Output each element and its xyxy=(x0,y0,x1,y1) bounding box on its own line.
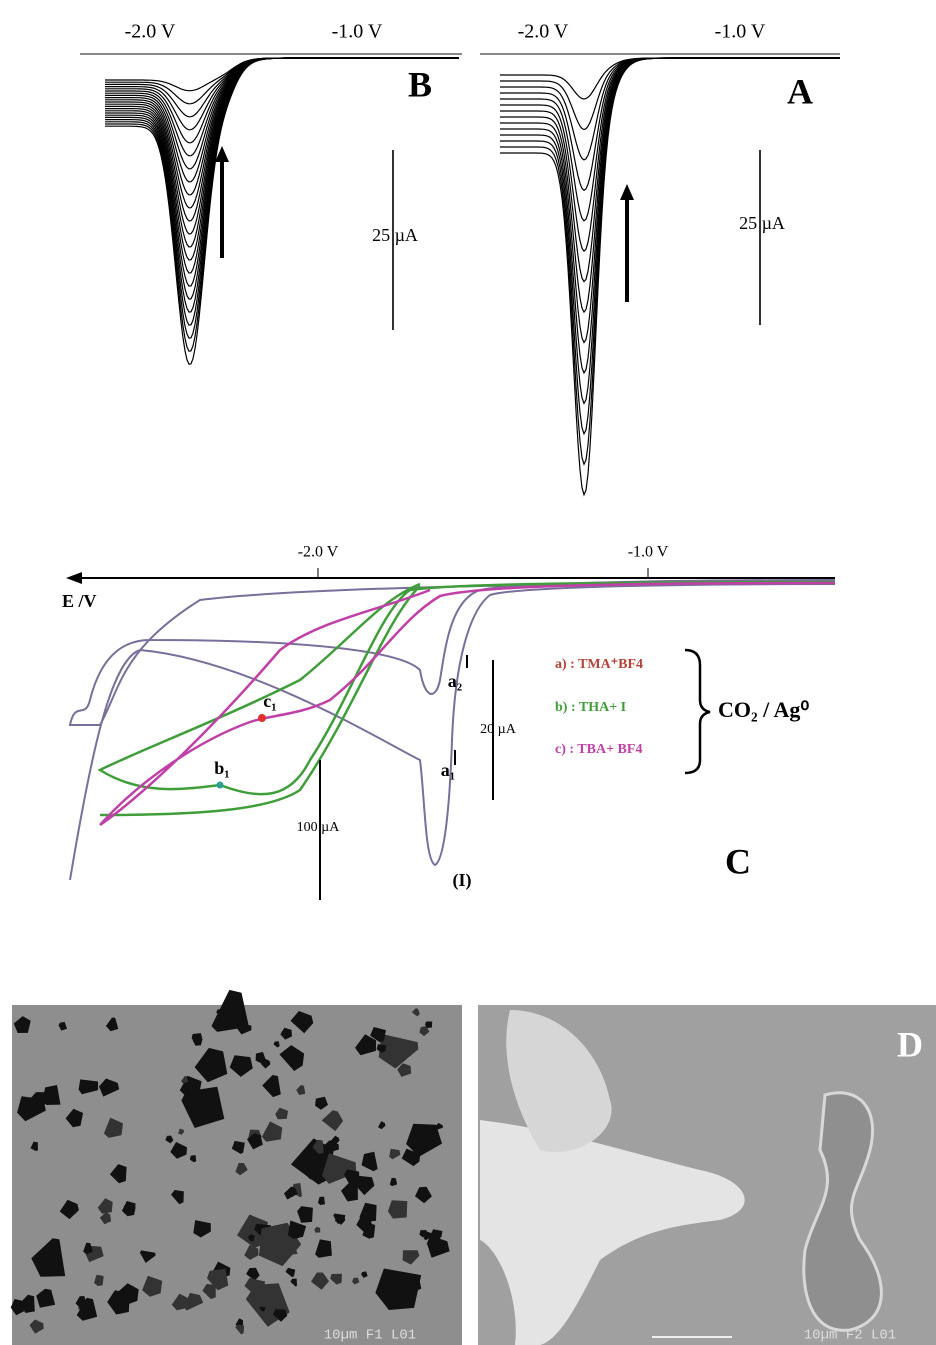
curve xyxy=(105,58,459,286)
annotation: (I) xyxy=(453,870,472,891)
marker xyxy=(258,714,266,722)
panel-letter: A xyxy=(787,71,813,111)
curve xyxy=(105,58,459,299)
scale-label: 20 µA xyxy=(480,722,517,737)
scale-label: 25 µA xyxy=(372,225,418,245)
panel-b: -2.0 V -1.0 V B 25 µA xyxy=(80,21,462,365)
scale-label: 25 µA xyxy=(739,213,785,233)
axis-arrow xyxy=(66,572,82,584)
tick-label: -2.0 V xyxy=(518,21,569,43)
panel-letter: C xyxy=(725,841,751,881)
tick-label: -2.0 V xyxy=(298,544,339,561)
arrow-head xyxy=(620,184,634,200)
annotation: a₁ xyxy=(441,760,455,780)
marker xyxy=(217,782,224,789)
legend-entry: c) : TBA+ BF4 xyxy=(555,742,642,757)
sem-images: 10µm F1 L01 10µm F2 L01 D xyxy=(11,990,936,1345)
tick-label: -1.0 V xyxy=(332,21,383,43)
legend-group: CO₂ / Ag⁰ xyxy=(718,697,809,722)
panel-c: E /V -2.0 V -1.0 V a₂ a₁ c₁ b₁ (I) 20 µA… xyxy=(62,544,835,900)
scale-label: 100 µA xyxy=(297,820,341,835)
panel-a: -2.0 V -1.0 V A 25 µA xyxy=(480,21,840,495)
annotation: a₂ xyxy=(448,671,462,691)
legend-entry: b) : THA+ I xyxy=(555,700,626,715)
curve xyxy=(500,58,840,434)
legend-entry: a) : TMA⁺BF4 xyxy=(555,657,643,672)
curve xyxy=(105,58,459,325)
caption: 10µm F1 L01 xyxy=(324,1328,416,1344)
caption: 10µm F2 L01 xyxy=(804,1328,896,1344)
panel-letter: D xyxy=(897,1024,923,1064)
tick-label: -1.0 V xyxy=(715,21,766,43)
tick-label: -1.0 V xyxy=(628,544,669,561)
panel-letter: B xyxy=(408,64,432,104)
brace xyxy=(685,650,710,773)
curve xyxy=(500,58,840,495)
figure: -2.0 V -1.0 V B 25 µA -2.0 V -1.0 V A 25… xyxy=(0,0,936,1345)
curve-b xyxy=(100,582,835,794)
curve xyxy=(105,58,459,130)
annotation: b₁ xyxy=(214,758,229,778)
annotation: c₁ xyxy=(263,691,276,711)
axis-label: E /V xyxy=(62,591,97,611)
tick-label: -2.0 V xyxy=(125,21,176,43)
curve xyxy=(105,58,459,91)
curve xyxy=(105,58,459,364)
